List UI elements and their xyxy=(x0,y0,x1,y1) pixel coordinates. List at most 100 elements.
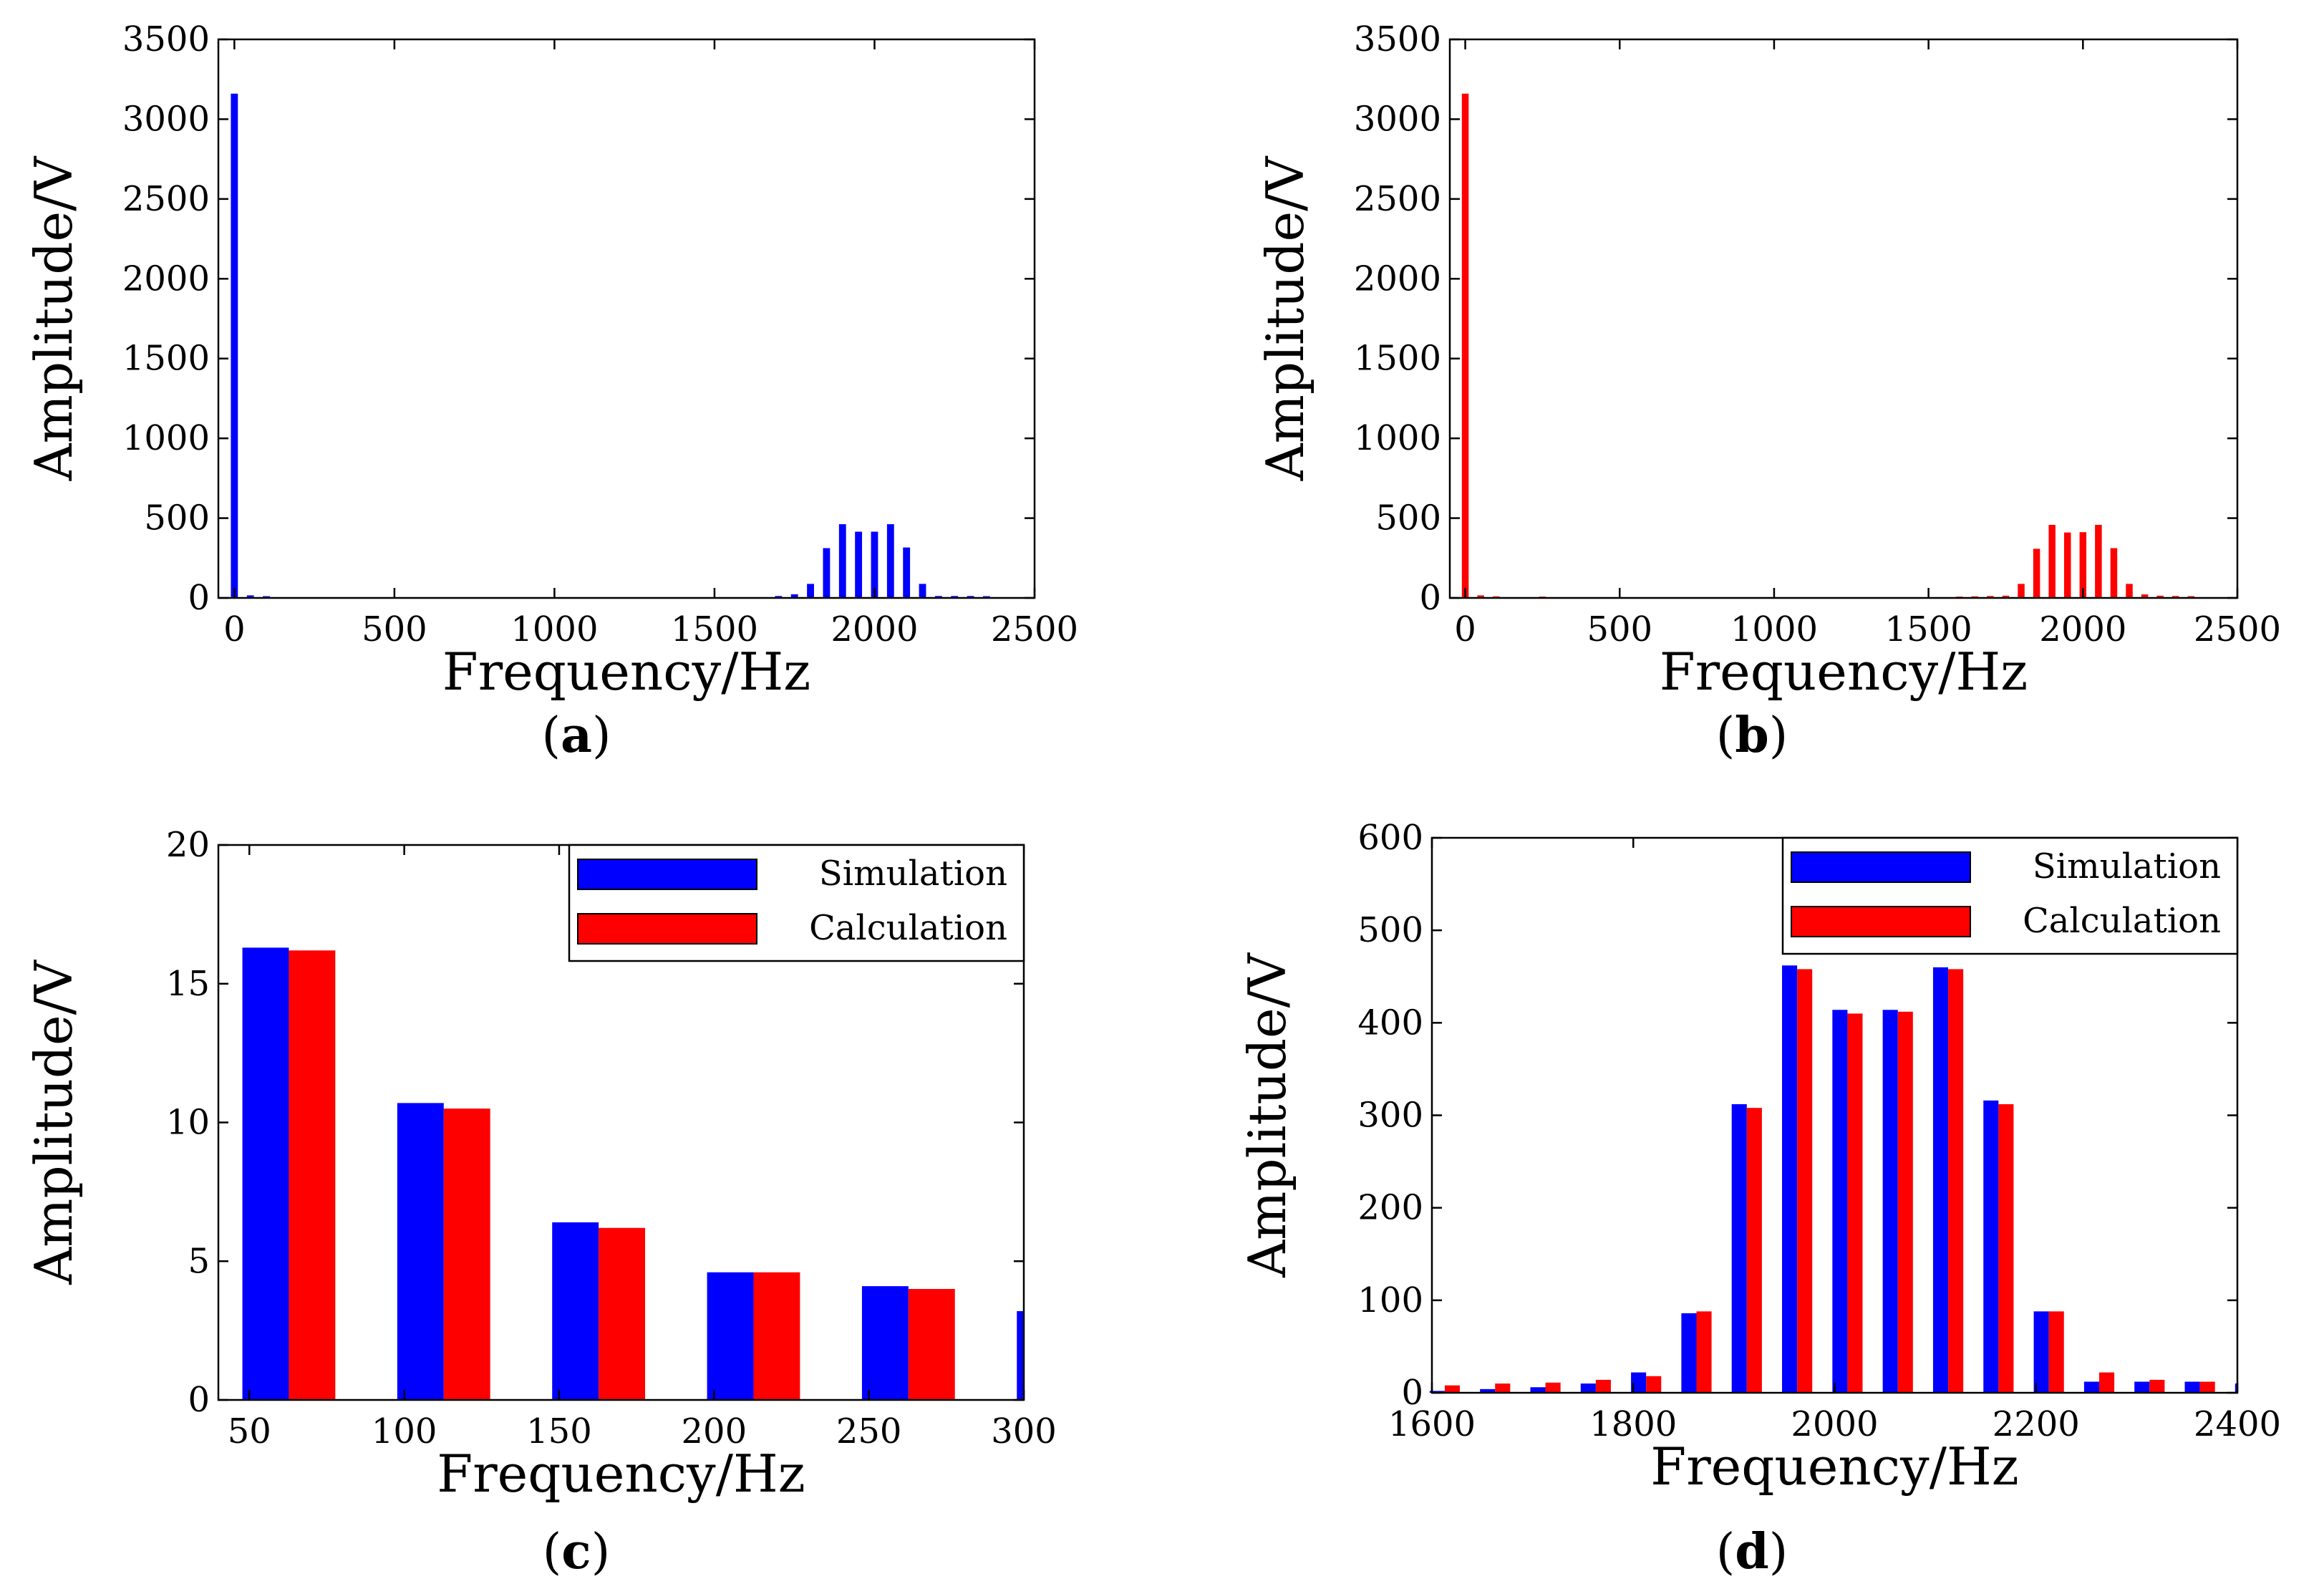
bar-a-1800 xyxy=(807,584,814,598)
xtick-label-a-1000: 1000 xyxy=(510,609,598,649)
legend-swatch-d-calculation xyxy=(1791,906,1971,937)
bar-d-simulation-2000 xyxy=(1832,1010,1848,1393)
legend-label-d-calculation: Calculation xyxy=(2023,901,2221,941)
chart-panel-b: 0 500 1000 1500 2000 2500 0 500 1000 1500 2000 2500… xyxy=(1255,19,2281,702)
ytick-label-a-2500: 2500 xyxy=(122,179,210,219)
ytick-label-c-20: 20 xyxy=(166,825,210,865)
panel-label-d: (d) xyxy=(1716,1523,1788,1580)
bar-d-calculation-1950 xyxy=(1797,969,1813,1393)
bar-a-1850 xyxy=(823,548,831,598)
bar-d-calculation-2050 xyxy=(1897,1011,1913,1393)
bar-d-calculation-1800 xyxy=(1646,1376,1662,1393)
panel-label-c: (c) xyxy=(543,1523,610,1580)
legend-swatch-d-simulation xyxy=(1791,851,1971,883)
bar-c-calculation-250 xyxy=(908,1289,955,1400)
bar-a-2250 xyxy=(951,596,959,598)
xtick-label-b-1000: 1000 xyxy=(1730,609,1818,649)
bar-d-simulation-2200 xyxy=(2033,1311,2049,1393)
xtick-label-d-2400: 2400 xyxy=(2194,1404,2281,1444)
ytick-label-a-0: 0 xyxy=(188,578,210,618)
ytick-label-c-5: 5 xyxy=(188,1241,210,1281)
bar-a-1900 xyxy=(838,524,846,598)
bar-c-simulation-200 xyxy=(707,1272,754,1400)
bar-d-simulation-1650 xyxy=(1480,1388,1496,1393)
bar-b-2000 xyxy=(2079,532,2087,598)
bar-d-calculation-1850 xyxy=(1696,1311,1712,1393)
bar-d-calculation-2000 xyxy=(1847,1013,1863,1393)
chart-panel-a: 0 500 1000 1500 2000 2500 0 500 1000 1500 2000 2500… xyxy=(24,19,1078,702)
bar-a-2050 xyxy=(886,524,894,598)
bar-d-simulation-1700 xyxy=(1530,1387,1546,1393)
ytick-label-d-300: 300 xyxy=(1357,1096,1423,1136)
xtick-label-a-2500: 2500 xyxy=(991,609,1078,649)
bar-d-calculation-1700 xyxy=(1545,1382,1561,1393)
bar-c-simulation-300 xyxy=(1017,1311,1024,1400)
xtick-label-b-1500: 1500 xyxy=(1885,609,1972,649)
bar-d-calculation-1900 xyxy=(1746,1108,1762,1393)
bar-d-simulation-1850 xyxy=(1681,1313,1697,1393)
x-axis-label-a: Frequency/Hz xyxy=(442,642,810,702)
bar-b-1700 xyxy=(1987,596,1994,598)
ytick-label-d-500: 500 xyxy=(1357,910,1423,950)
ytick-label-d-400: 400 xyxy=(1357,1003,1423,1043)
bar-b-2200 xyxy=(2141,594,2149,598)
y-axis-label-d: Amplitude/V xyxy=(1237,952,1297,1278)
bar-b-2050 xyxy=(2095,524,2102,598)
bar-d-simulation-2250 xyxy=(2083,1381,2099,1393)
bar-d-simulation-2050 xyxy=(1882,1010,1898,1393)
xtick-label-c-50: 50 xyxy=(228,1411,271,1451)
bar-b-1950 xyxy=(2064,532,2071,598)
bar-c-simulation-50 xyxy=(242,947,289,1400)
ytick-label-d-200: 200 xyxy=(1357,1188,1423,1228)
xtick-label-b-2000: 2000 xyxy=(2039,609,2126,649)
bar-c-calculation-100 xyxy=(443,1108,490,1400)
bar-a-2300 xyxy=(967,596,974,598)
bar-b-1750 xyxy=(2002,595,2010,598)
bar-d-calculation-2250 xyxy=(2098,1372,2115,1393)
legend-label-c-simulation: Simulation xyxy=(819,854,1007,894)
legend-label-d-simulation: Simulation xyxy=(2033,846,2221,887)
bar-b-2100 xyxy=(2110,548,2118,598)
ytick-label-b-1000: 1000 xyxy=(1354,418,1441,458)
bar-d-calculation-2300 xyxy=(2149,1379,2165,1393)
bar-c-simulation-250 xyxy=(861,1286,909,1400)
bar-a-2000 xyxy=(871,531,878,598)
bar-d-calculation-2150 xyxy=(1998,1104,2014,1393)
ytick-label-b-3500: 3500 xyxy=(1354,19,1441,59)
bar-d-simulation-1750 xyxy=(1580,1383,1596,1393)
xtick-label-d-1600: 1600 xyxy=(1388,1404,1476,1444)
xtick-label-a-1500: 1500 xyxy=(671,609,758,649)
bar-d-calculation-2200 xyxy=(2048,1311,2064,1393)
bar-c-calculation-50 xyxy=(289,950,336,1400)
bar-b-1800 xyxy=(2018,584,2025,598)
y-axis-label-b: Amplitude/V xyxy=(1255,155,1315,482)
bar-a-1700 xyxy=(775,596,783,598)
xtick-label-d-2200: 2200 xyxy=(1993,1404,2080,1444)
bar-d-simulation-2150 xyxy=(1983,1100,1999,1393)
bar-a-2200 xyxy=(934,596,942,598)
bar-a-1750 xyxy=(790,594,798,598)
bar-b-1850 xyxy=(2033,549,2040,598)
bar-b-0 xyxy=(1461,93,1469,598)
ytick-label-b-2500: 2500 xyxy=(1354,179,1441,219)
ytick-label-a-3000: 3000 xyxy=(122,99,210,139)
bar-c-simulation-150 xyxy=(552,1222,599,1400)
bar-d-simulation-2300 xyxy=(2134,1381,2150,1393)
plot-frame-b xyxy=(1448,38,2239,599)
ytick-label-d-0: 0 xyxy=(1401,1373,1423,1413)
bar-c-simulation-100 xyxy=(397,1103,444,1400)
bar-a-50 xyxy=(246,595,254,598)
bar-d-simulation-2400 xyxy=(2235,1383,2237,1393)
bar-a-1950 xyxy=(855,531,863,598)
ytick-label-a-1000: 1000 xyxy=(122,418,210,458)
ytick-label-c-10: 10 xyxy=(166,1103,210,1143)
bar-d-simulation-2100 xyxy=(1932,967,1949,1393)
xtick-label-d-1800: 1800 xyxy=(1589,1404,1677,1444)
bar-d-simulation-1900 xyxy=(1731,1104,1747,1393)
chart-panel-d: 1600 1800 2000 2200 2400 0 100 200 300 400 500 600 F… xyxy=(1237,818,2281,1497)
bar-d-simulation-1600 xyxy=(1429,1391,1445,1393)
bar-d-calculation-2100 xyxy=(1948,969,1964,1393)
xtick-label-a-2000: 2000 xyxy=(831,609,918,649)
ytick-label-d-600: 600 xyxy=(1357,818,1423,858)
